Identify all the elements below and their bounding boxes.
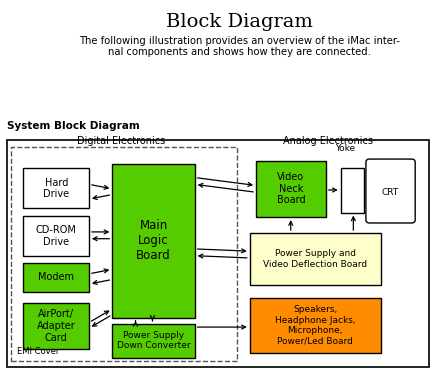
- Text: Main
Logic
Board: Main Logic Board: [136, 220, 171, 263]
- Bar: [24, 303, 89, 349]
- Text: Digital Electronics: Digital Electronics: [77, 136, 165, 146]
- Bar: [7, 140, 429, 367]
- Text: CD-ROM
Drive: CD-ROM Drive: [36, 225, 77, 247]
- Text: Modem: Modem: [38, 272, 74, 282]
- Text: Block Diagram: Block Diagram: [167, 13, 313, 31]
- Bar: [112, 324, 195, 358]
- Bar: [24, 263, 89, 292]
- Text: Speakers,
Headphone Jacks,
Microphone,
Power/Led Board: Speakers, Headphone Jacks, Microphone, P…: [275, 305, 356, 346]
- FancyBboxPatch shape: [366, 159, 415, 223]
- Text: EMI Cover: EMI Cover: [17, 347, 59, 356]
- Text: Analog Electronics: Analog Electronics: [283, 136, 373, 146]
- Text: CRT: CRT: [382, 188, 399, 197]
- Text: AirPort/
Adapter
Card: AirPort/ Adapter Card: [37, 310, 75, 343]
- Text: System Block Diagram: System Block Diagram: [7, 121, 139, 131]
- Text: Hard
Drive: Hard Drive: [43, 177, 69, 199]
- Bar: [112, 164, 195, 318]
- Text: Power Supply
Down Converter: Power Supply Down Converter: [117, 331, 191, 350]
- Text: Yoke: Yoke: [335, 144, 355, 152]
- Bar: [341, 169, 364, 213]
- Bar: [256, 161, 326, 217]
- Text: The following illustration provides an overview of the iMac inter-: The following illustration provides an o…: [79, 36, 400, 46]
- Bar: [250, 233, 381, 285]
- Text: nal components and shows how they are connected.: nal components and shows how they are co…: [109, 47, 371, 57]
- Bar: [250, 298, 381, 353]
- Bar: [11, 147, 237, 361]
- Text: Power Supply and
Video Deflection Board: Power Supply and Video Deflection Board: [263, 249, 368, 269]
- Text: Video
Neck
Board: Video Neck Board: [276, 172, 305, 205]
- Bar: [24, 169, 89, 208]
- Bar: [24, 216, 89, 256]
